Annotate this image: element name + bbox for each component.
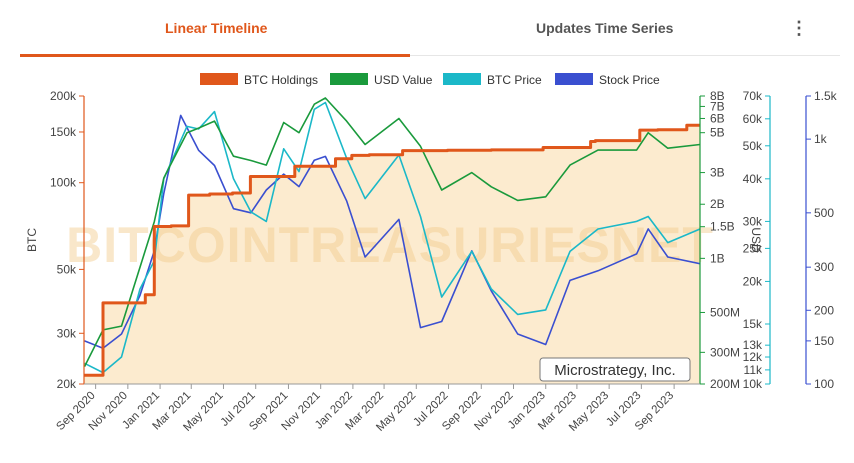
legend-label-btc[interactable]: BTC Holdings — [244, 73, 318, 87]
btc-price-tick-label: 10k — [743, 377, 763, 391]
btc-price-tick-label: 30k — [743, 214, 763, 228]
btc-price-tick-label: 20k — [743, 274, 763, 288]
series-line-stock_price — [84, 114, 700, 349]
x-tick-label: Nov 2022 — [472, 390, 515, 433]
tab-linear-timeline[interactable]: Linear Timeline — [165, 20, 268, 36]
usd-value-tick-label: 3B — [710, 166, 725, 180]
stock-price-tick-label: 300 — [814, 260, 834, 274]
tab-updates-time-series[interactable]: Updates Time Series — [536, 20, 674, 36]
x-tick-label: Sep 2020 — [54, 390, 97, 433]
company-label-box: Microstrategy, Inc. — [539, 357, 691, 382]
btc-tick-label: 30k — [57, 326, 77, 340]
btc-price-tick-label: 70k — [743, 89, 763, 103]
x-tick-label: May 2022 — [374, 390, 418, 434]
btc-holdings-area — [84, 125, 700, 384]
tab-bar: Linear Timeline Updates Time Series — [20, 0, 840, 58]
x-tick-label: Jan 2022 — [313, 390, 355, 432]
legend-swatch-btc_price — [443, 73, 481, 85]
usd-value-tick-label: 300M — [710, 345, 740, 359]
btc-tick-label: 20k — [57, 377, 77, 391]
stock-price-tick-label: 1k — [814, 132, 828, 146]
company-label: Microstrategy, Inc. — [554, 362, 675, 379]
usd-value-tick-label: 200M — [710, 377, 740, 391]
series-line-btc_price — [84, 101, 700, 374]
btc-price-tick-label: 60k — [743, 112, 763, 126]
btc-price-tick-label: 50k — [743, 139, 763, 153]
usd-value-tick-label: 1B — [710, 251, 725, 265]
btc-price-tick-label: 12k — [743, 350, 763, 364]
btc-tick-label: 150k — [50, 125, 77, 139]
watermark-text: BITCOINTREASURIESNET — [66, 217, 714, 273]
btc-tick-label: 50k — [57, 262, 77, 276]
x-tick-label: May 2023 — [567, 390, 611, 434]
btc-price-tick-label: 15k — [743, 317, 763, 331]
usd-value-tick-label: 5B — [710, 126, 725, 140]
usd-value-tick-label: 1.5B — [710, 220, 735, 234]
x-tick-label: Jul 2021 — [219, 390, 258, 429]
usd-value-tick-label: 7B — [710, 99, 725, 113]
usd-value-tick-label: 6B — [710, 111, 725, 125]
chart-legend: BTC Holdings USD Value BTC Price Stock Pric… — [200, 73, 660, 87]
x-tick-label: Nov 2020 — [87, 390, 130, 433]
x-tick-label: Sep 2021 — [247, 390, 290, 433]
x-tick-label: May 2021 — [181, 390, 225, 434]
x-tick-label: Mar 2022 — [343, 390, 386, 433]
legend-swatch-usd_value — [330, 73, 368, 85]
legend-label-stock_price[interactable]: Stock Price — [599, 73, 660, 87]
btc-tick-label: 200k — [50, 89, 77, 103]
series-line-btc — [84, 123, 700, 377]
x-tick-label: Jan 2021 — [120, 390, 162, 432]
series-line-usd_value — [84, 97, 700, 367]
active-tab-indicator — [20, 54, 410, 57]
kebab-menu-icon[interactable]: ⋮ — [790, 18, 808, 38]
x-tick-label: Jul 2022 — [411, 390, 450, 429]
btc-axis-title: BTC — [25, 228, 39, 252]
stock-price-tick-label: 500 — [814, 206, 834, 220]
usd-value-tick-label: 2B — [710, 197, 725, 211]
legend-label-usd_value[interactable]: USD Value — [374, 73, 433, 87]
x-tick-label: Sep 2023 — [633, 390, 676, 433]
stock-price-tick-label: 200 — [814, 303, 834, 317]
x-tick-label: Mar 2023 — [536, 390, 579, 433]
usd-axis-title: USD — [749, 227, 763, 253]
btc-price-tick-label: 25k — [743, 241, 763, 255]
btc-price-tick-label: 40k — [743, 172, 763, 186]
x-tick-label: Jul 2023 — [604, 390, 643, 429]
btc-price-tick-label: 13k — [743, 338, 763, 352]
usd-value-tick-label: 8B — [710, 89, 725, 103]
legend-label-btc_price[interactable]: BTC Price — [487, 73, 542, 87]
tab-divider — [410, 55, 840, 56]
stock-price-tick-label: 1.5k — [814, 89, 838, 103]
legend-swatch-stock_price — [555, 73, 593, 85]
x-tick-label: Mar 2021 — [151, 390, 194, 433]
btc-price-tick-label: 11k — [744, 363, 763, 377]
stock-price-tick-label: 150 — [814, 334, 834, 348]
btc-tick-label: 100k — [50, 176, 77, 190]
x-tick-label: Jan 2023 — [506, 390, 548, 432]
legend-swatch-btc — [200, 73, 238, 85]
x-tick-label: Sep 2022 — [440, 390, 483, 433]
x-tick-label: Nov 2021 — [280, 390, 323, 433]
stock-price-tick-label: 100 — [814, 377, 834, 391]
usd-value-tick-label: 500M — [710, 305, 740, 319]
